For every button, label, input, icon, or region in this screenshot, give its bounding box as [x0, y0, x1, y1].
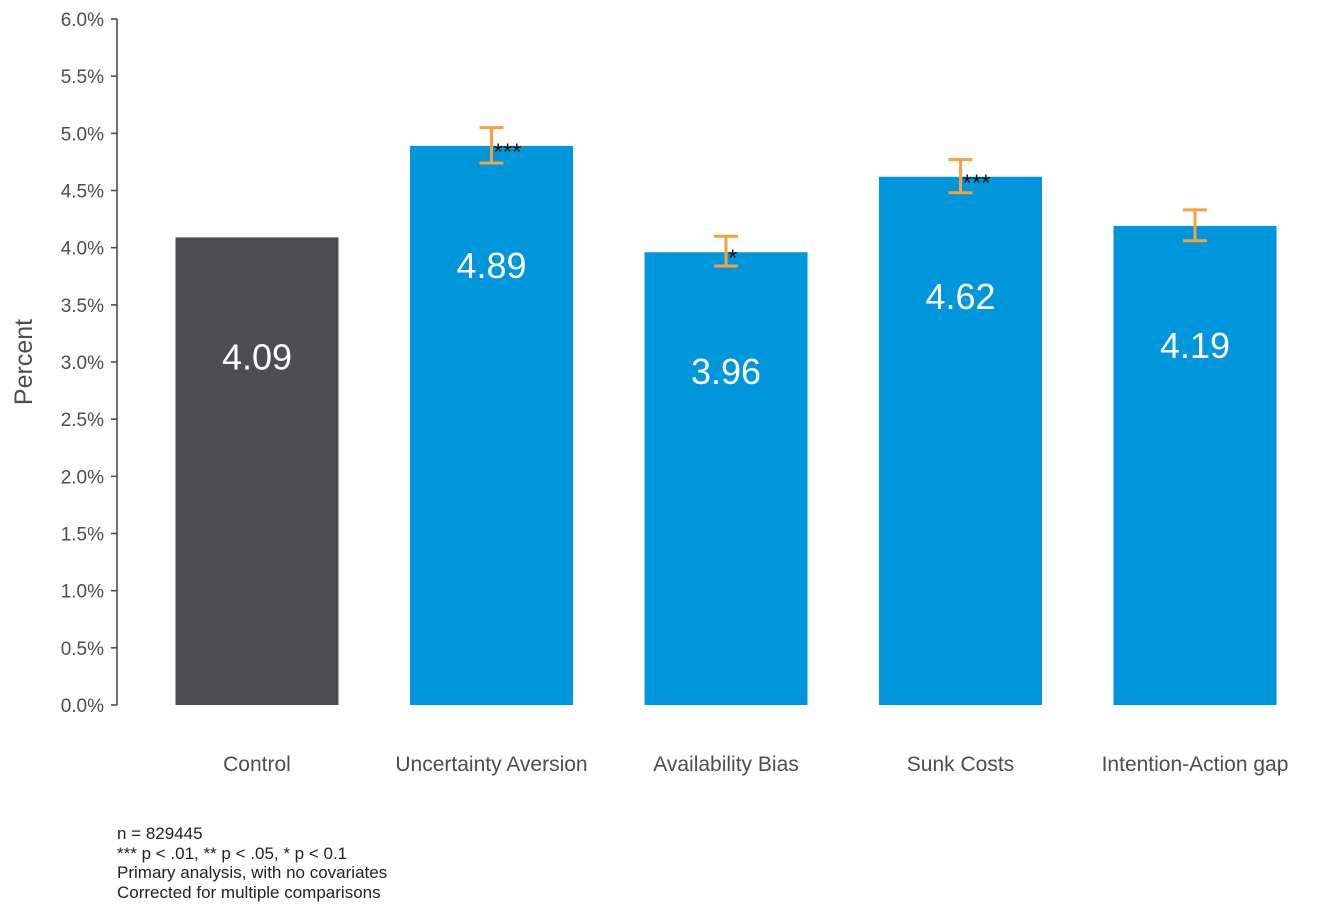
y-tick-label: 3.5%: [61, 296, 104, 317]
x-axis-labels: Control Uncertainty Aversion Availability …: [223, 753, 1288, 776]
bar-value-label: 4.62: [925, 276, 995, 317]
x-category-label: Control: [223, 753, 291, 776]
x-category-label: Intention-Action gap: [1102, 753, 1289, 776]
error-bar: [1183, 208, 1207, 243]
error-bar: [714, 234, 738, 268]
error-bar: [948, 158, 973, 195]
bar: [644, 252, 808, 706]
bar-value-label: 3.96: [691, 351, 761, 392]
y-tick-label: 4.5%: [61, 182, 104, 203]
note-analysis: Primary analysis, with no covariates: [117, 863, 388, 882]
note-significance: *** p < .01, ** p < .05, * p < 0.1: [117, 843, 348, 863]
y-tick-label: 6.0%: [61, 10, 104, 31]
bar-value-label: 4.09: [222, 336, 292, 377]
note-correction: Corrected for multiple comparisons: [117, 882, 381, 902]
y-tick-label: 2.5%: [61, 410, 104, 431]
y-tick-label: 5.0%: [61, 124, 104, 145]
significance-label: ***: [494, 139, 522, 166]
y-tick-label: 4.0%: [61, 239, 104, 260]
x-category-label: Availability Bias: [653, 753, 799, 776]
x-category-label: Uncertainty Aversion: [395, 753, 587, 776]
x-category-label: Sunk Costs: [907, 753, 1014, 776]
bar: [410, 145, 573, 705]
y-axis-title: Percent: [10, 319, 38, 405]
bar: [175, 237, 339, 706]
y-tick-label: 0.5%: [61, 639, 104, 660]
error-bar: [479, 126, 504, 165]
y-tick-label: 3.0%: [61, 353, 104, 374]
y-axis: 0.0% 0.5% 1.0% 1.5% 2.0% 2.5% 3.0% 3.5% 4.0% 4.5%…: [61, 10, 118, 717]
bar-value-label: 4.19: [1160, 325, 1230, 366]
y-tick-label: 1.5%: [61, 525, 104, 546]
bar: [1113, 225, 1277, 705]
chart-notes: n = 829445 *** p < .01, ** p < .05, * p …: [117, 824, 387, 902]
significance-label: ***: [963, 170, 991, 197]
significance-label: *: [728, 245, 737, 272]
y-tick-label: 5.5%: [61, 67, 104, 88]
bars: 4.09 4.89 *** 3.96 * 4.62 *** 4.19: [175, 126, 1277, 706]
note-sample-size: n = 829445: [117, 824, 203, 843]
bar-value-label: 4.89: [456, 245, 526, 286]
y-tick-label: 1.0%: [61, 582, 104, 603]
y-tick-label: 0.0%: [61, 696, 104, 717]
bar: [879, 176, 1042, 705]
y-tick-label: 2.0%: [61, 467, 104, 488]
